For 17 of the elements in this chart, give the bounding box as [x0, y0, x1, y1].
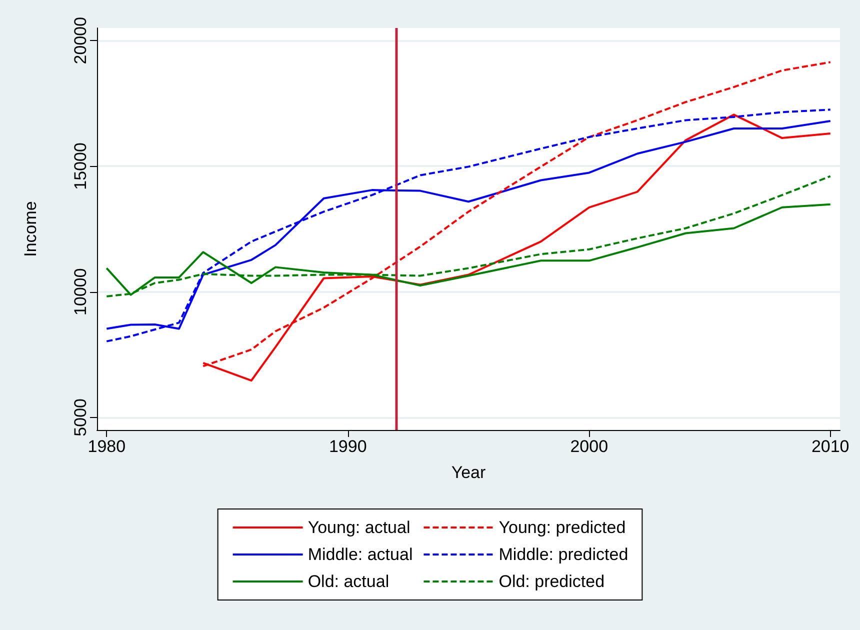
legend-label: Old: actual [308, 572, 390, 591]
legend-label: Young: predicted [498, 518, 626, 537]
y-tick-label: 10000 [71, 268, 90, 316]
x-tick-label: 2000 [570, 437, 608, 456]
legend-label: Middle: actual [308, 545, 413, 564]
y-tick-label: 15000 [71, 142, 90, 190]
x-axis-title: Year [451, 463, 486, 482]
legend-label: Old: predicted [498, 572, 605, 591]
y-tick-label: 5000 [71, 398, 90, 436]
y-tick-label: 20000 [71, 16, 90, 64]
y-axis-title: Income [21, 201, 40, 257]
line-series [106, 175, 832, 298]
x-tick-label: 1980 [88, 437, 126, 456]
x-tick-label: 1990 [328, 437, 367, 456]
legend-label: Young: actual [308, 518, 410, 537]
legend-label: Middle: predicted [498, 545, 628, 564]
x-tick-label: 2010 [811, 437, 850, 456]
